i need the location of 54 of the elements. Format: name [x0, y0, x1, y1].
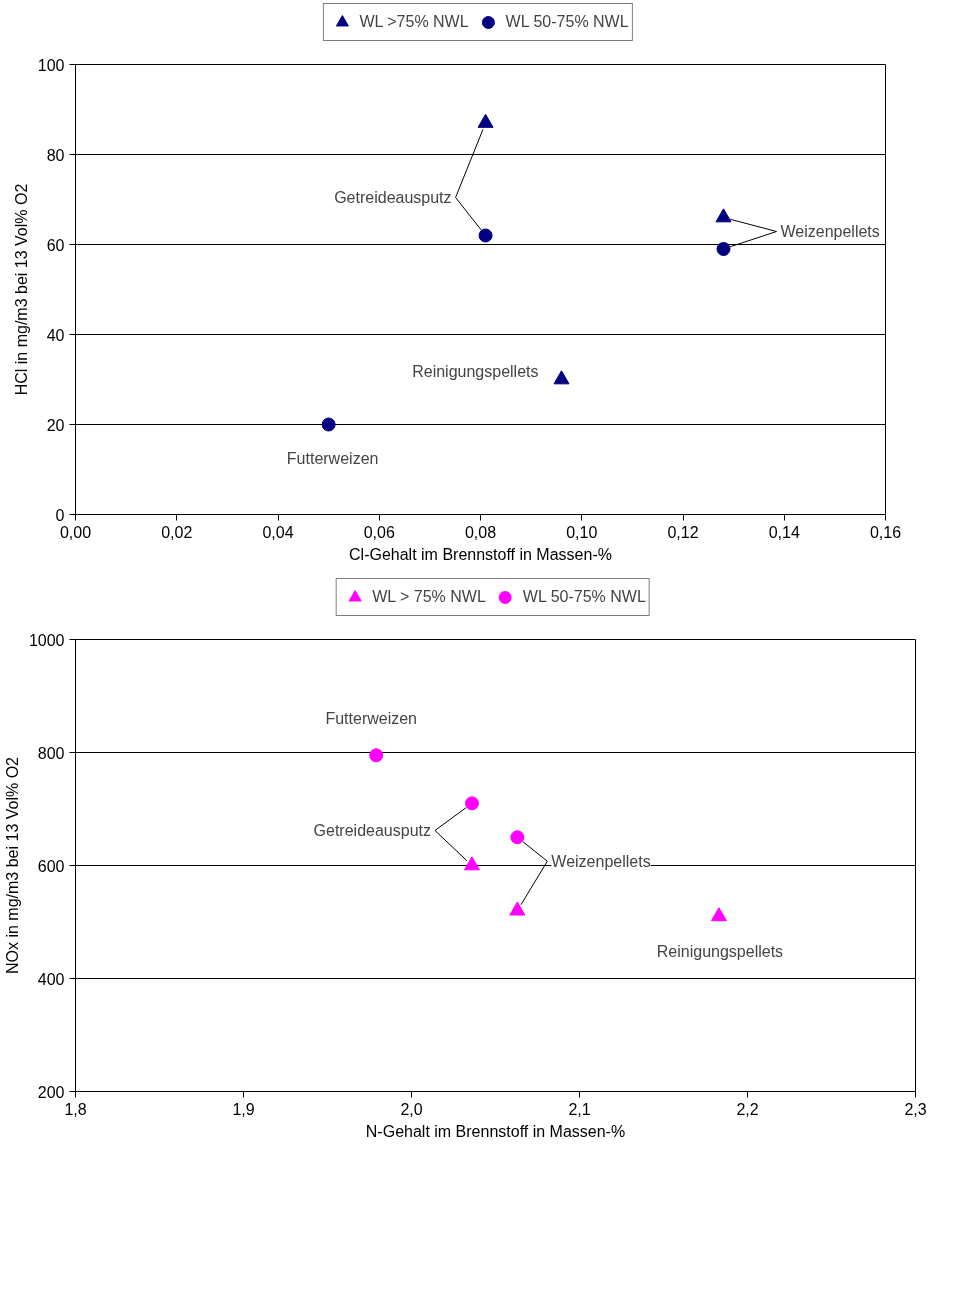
- annotation: Reinigungspellets: [656, 942, 784, 960]
- y-tick-label: 400: [37, 970, 65, 988]
- point: [553, 370, 570, 385]
- x-tick-label: 2,3: [904, 1100, 927, 1118]
- legend-label: WL 50-75% NWL: [522, 588, 646, 606]
- point: [321, 417, 336, 432]
- x-tick-label: 0,00: [59, 523, 92, 541]
- x-tick-label: 0,10: [566, 523, 598, 541]
- y-axis-title: HCl in mg/m3 bei 13 Vol% O2: [12, 183, 30, 396]
- annotation: Reinigungspellets: [412, 363, 539, 380]
- point: [369, 748, 384, 763]
- y-axis-title: NOx in mg/m3 bei 13 Vol% O2: [3, 756, 21, 974]
- point: [716, 242, 731, 256]
- y-tick-label: 100: [37, 56, 65, 74]
- point: [464, 796, 479, 811]
- y-tick-label: 600: [37, 857, 65, 875]
- x-tick-label: 1,9: [232, 1100, 255, 1118]
- x-tick-label: 0,06: [363, 523, 395, 541]
- annotation: Getreideausputz: [313, 822, 431, 839]
- y-tick-label: 0: [55, 506, 65, 524]
- y-tick-label: 40: [46, 326, 65, 344]
- x-tick-label: 0,02: [161, 523, 193, 541]
- x-axis-title: Cl-Gehalt im Brennstoff in Massen-%: [349, 545, 612, 563]
- legend-label: WL 50-75% NWL: [505, 13, 629, 31]
- x-tick-label: 0,14: [768, 523, 800, 541]
- y-tick-label: 20: [46, 416, 65, 434]
- annotation: Futterweizen: [325, 709, 418, 727]
- point: [715, 208, 732, 223]
- y-tick-label: 80: [46, 146, 65, 164]
- point: [509, 901, 526, 916]
- annotation: Futterweizen: [286, 450, 379, 467]
- annotation: Weizenpellets: [780, 223, 880, 240]
- legend-label: WL >75% NWL: [359, 13, 469, 31]
- x-tick-label: 0,12: [667, 523, 699, 541]
- y-tick-label: 1000: [28, 631, 65, 649]
- point: [463, 856, 480, 871]
- x-tick-label: 2,1: [568, 1100, 591, 1118]
- x-tick-label: 0,08: [464, 523, 497, 541]
- x-tick-label: 2,0: [400, 1100, 423, 1118]
- y-tick-label: 800: [37, 744, 65, 762]
- point: [510, 830, 525, 845]
- point: [710, 907, 727, 922]
- legend-label: WL > 75% NWL: [372, 588, 486, 606]
- x-tick-label: 0,04: [262, 523, 294, 541]
- point: [478, 228, 493, 243]
- x-tick-label: 1,8: [64, 1100, 87, 1118]
- x-tick-label: 0,16: [869, 523, 902, 541]
- x-axis-title: N-Gehalt im Brennstoff in Massen-%: [365, 1122, 626, 1140]
- y-tick-label: 60: [46, 236, 65, 254]
- x-tick-label: 2,2: [736, 1100, 759, 1118]
- point: [477, 113, 494, 128]
- annotation: Weizenpellets: [551, 852, 651, 870]
- y-tick-label: 200: [37, 1083, 65, 1101]
- annotation: Getreideausputz: [334, 189, 452, 206]
